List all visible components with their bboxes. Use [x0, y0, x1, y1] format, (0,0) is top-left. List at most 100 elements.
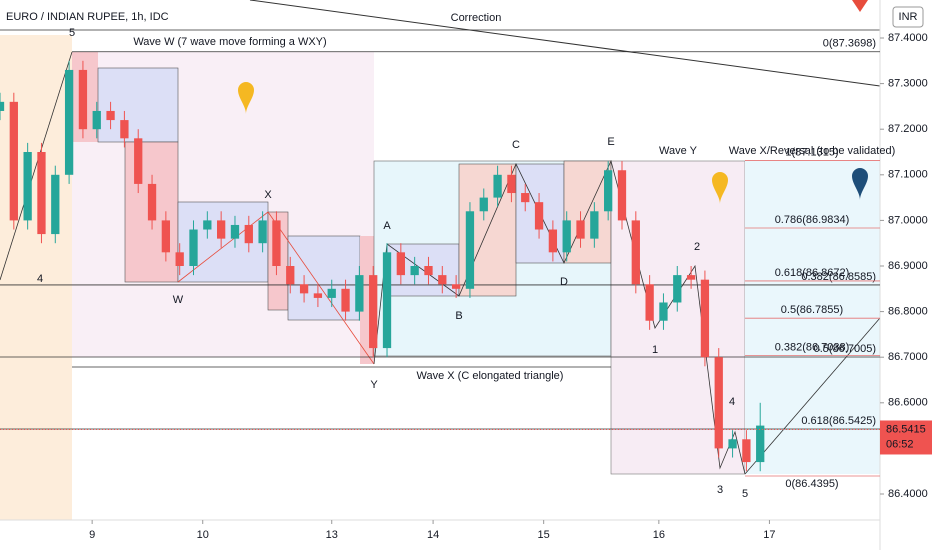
- candle-body: [244, 224, 253, 244]
- candle-body: [756, 425, 765, 463]
- candle-body: [327, 288, 336, 298]
- level-label: 0.5(86.7005): [814, 343, 876, 355]
- candle-body: [9, 101, 18, 221]
- candle-body: [286, 266, 295, 285]
- candle-body: [175, 252, 184, 266]
- candle-body: [313, 293, 323, 298]
- marker-icon: [852, 0, 868, 12]
- candle-body: [438, 275, 447, 285]
- wave-label: X: [264, 189, 272, 201]
- currency-box[interactable]: [892, 6, 924, 28]
- candle-body: [548, 229, 558, 253]
- candle-body: [645, 284, 654, 321]
- annotation: Wave W (7 wave move forming a WXY): [133, 36, 326, 48]
- candle-body: [120, 120, 129, 139]
- candle-body: [272, 220, 281, 266]
- wave-label: 4: [37, 273, 43, 285]
- candle-body: [521, 193, 530, 203]
- candle-body: [147, 183, 157, 221]
- zone: [610, 160, 746, 475]
- candle-body: [493, 174, 502, 198]
- x-tick-label: 13: [326, 529, 338, 541]
- wave-label: 5: [69, 27, 75, 39]
- wave-label: 5: [742, 488, 748, 500]
- last-price: 86.5415: [886, 423, 926, 435]
- drawings: [0, 0, 881, 550]
- marker-icon: [852, 168, 868, 200]
- countdown: 06:52: [886, 438, 914, 450]
- x-tick-label: 9: [89, 529, 95, 541]
- y-tick-label: 87.1000: [888, 169, 928, 181]
- candle-body: [230, 224, 240, 239]
- trend-line: [0, 51, 73, 281]
- y-tick-label: 87.2000: [888, 123, 928, 135]
- candle-body: [0, 101, 5, 111]
- candle-body: [203, 220, 212, 230]
- zone: [287, 235, 361, 321]
- trend-line: [249, 0, 881, 87]
- candle-body: [686, 275, 696, 280]
- candle-body: [728, 439, 737, 449]
- candle-body: [382, 252, 392, 349]
- fib-label: 0(86.4395): [785, 478, 838, 490]
- candle-body: [396, 252, 405, 276]
- candle-body: [161, 220, 171, 253]
- fib-label: 1(87.1315): [785, 146, 838, 158]
- candle-body: [51, 174, 60, 235]
- last-price-box: [880, 420, 932, 455]
- wave-label: C: [512, 139, 520, 151]
- y-tick-label: 86.4000: [888, 488, 928, 500]
- candle-body: [92, 110, 101, 130]
- chart-title: EURO / INDIAN RUPEE, 1h, IDC: [6, 11, 169, 23]
- candle-body: [424, 266, 433, 276]
- marker-icon: [238, 82, 254, 114]
- candle-body: [78, 69, 88, 130]
- annotation: Wave X (C elongated triangle): [417, 370, 564, 382]
- level-label: 0.618(86.5425): [801, 415, 876, 427]
- y-tick-label: 87.4000: [888, 32, 928, 44]
- wave-label: W: [173, 294, 184, 306]
- candle-body: [617, 170, 627, 221]
- candle-body: [451, 284, 461, 289]
- candle-body: [355, 275, 364, 312]
- candle-body: [479, 197, 488, 212]
- candle-body: [742, 439, 751, 463]
- fib-label: 0.618(86.8672): [775, 267, 850, 279]
- x-tick-label: 16: [653, 529, 665, 541]
- candle-body: [134, 138, 143, 184]
- candle-body: [299, 284, 309, 294]
- wave-line: [373, 159, 746, 475]
- candle-body: [217, 220, 226, 239]
- y-tick-label: 87.0000: [888, 214, 928, 226]
- y-tick-label: 86.9000: [888, 260, 928, 272]
- candle-body: [562, 220, 571, 253]
- candle-body: [341, 288, 350, 312]
- trend-line: [177, 211, 269, 283]
- x-tick-label: 15: [538, 529, 550, 541]
- y-tick-label: 87.3000: [888, 78, 928, 90]
- candle-body: [37, 152, 46, 235]
- candle-body: [700, 279, 710, 358]
- candle-body: [507, 174, 516, 194]
- annotation: Wave X/Reversal (to be validated): [729, 145, 896, 157]
- wave-label: 2: [694, 241, 700, 253]
- candle-body: [23, 152, 32, 221]
- candle-body: [673, 275, 682, 303]
- wave-label: 4: [729, 396, 735, 408]
- wave-label: 1: [652, 344, 658, 356]
- fib-label: 0.382(86.7038): [775, 341, 850, 353]
- wave-label: A: [383, 220, 391, 232]
- candle-body: [64, 69, 74, 175]
- candle-body: [604, 170, 613, 212]
- currency: INR: [899, 11, 918, 23]
- marker-icon: [712, 172, 728, 204]
- candle-body: [576, 220, 585, 239]
- x-tick-label: 17: [763, 529, 775, 541]
- annotation: Correction: [451, 12, 502, 24]
- candle-body: [189, 229, 198, 266]
- x-tick-label: 14: [427, 529, 439, 541]
- annotation: Wave Y: [659, 145, 698, 157]
- wave-label: B: [455, 310, 462, 322]
- level-label: 0.382(86.8585): [801, 271, 876, 283]
